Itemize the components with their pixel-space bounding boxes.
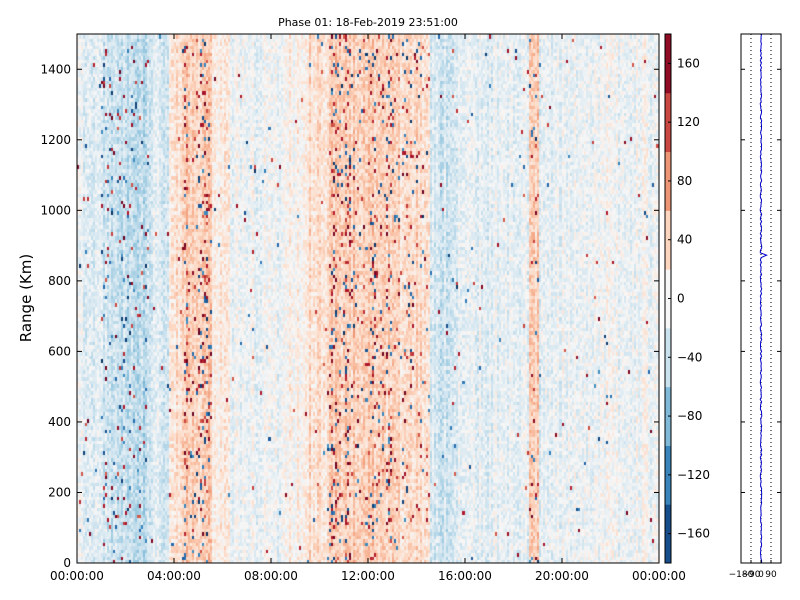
side-x-tick-label: −90	[742, 570, 761, 580]
colorbar-axis: −160 −120 −80 −40 0 40 80 120 160	[668, 56, 710, 541]
colorbar-tick-label: 80	[677, 174, 692, 188]
side-profile-plot	[740, 33, 782, 563]
heatmap-cells	[77, 34, 659, 563]
colorbar-tick-label: 0	[677, 292, 685, 306]
colorbar-tick-label: −120	[677, 468, 710, 482]
y-tick-label: 0	[63, 556, 71, 570]
side-x-tick-label: 0	[758, 570, 764, 580]
y-tick-label: 1000	[40, 203, 71, 217]
x-tick-label: 16:00:00	[438, 569, 492, 583]
side-profile-line	[759, 33, 768, 563]
y-tick-label: 800	[48, 274, 71, 288]
chart-title: Phase 01: 18-Feb-2019 23:51:00	[278, 16, 458, 29]
x-tick-label: 20:00:00	[535, 569, 589, 583]
x-tick-label: 08:00:00	[244, 569, 298, 583]
x-tick-label: 04:00:00	[147, 569, 201, 583]
y-tick-label: 400	[48, 415, 71, 429]
colorbar-tick-label: −160	[677, 527, 710, 541]
colorbar-tick-label: 120	[677, 115, 700, 129]
x-tick-label: 00:00:00	[632, 569, 686, 583]
y-axis-label: Range (Km)	[17, 254, 35, 342]
y-tick-label: 600	[48, 344, 71, 358]
heatmap-plot	[77, 34, 659, 563]
colorbar-tick-label: −80	[677, 409, 702, 423]
x-tick-label: 12:00:00	[341, 569, 395, 583]
y-tick-label: 1400	[40, 62, 71, 76]
heatmap-x-axis: 00:00:00 04:00:00 08:00:00 12:00:00 16:00:00…	[50, 34, 686, 583]
heatmap-y-axis: 0 200 400 600 800 1000 1200 1400	[40, 62, 659, 570]
colorbar-tick-label: 160	[677, 56, 700, 70]
side-profile-axis: −180−900 90	[729, 68, 781, 580]
colorbar-tick-label: 40	[677, 233, 692, 247]
x-tick-label: 00:00:00	[50, 569, 104, 583]
side-x-tick-label: 90	[765, 570, 777, 580]
side-x-tick-label: −180	[729, 570, 754, 580]
colorbar-tick-label: −40	[677, 350, 702, 364]
y-tick-label: 1200	[40, 133, 71, 147]
y-tick-label: 200	[48, 485, 71, 499]
